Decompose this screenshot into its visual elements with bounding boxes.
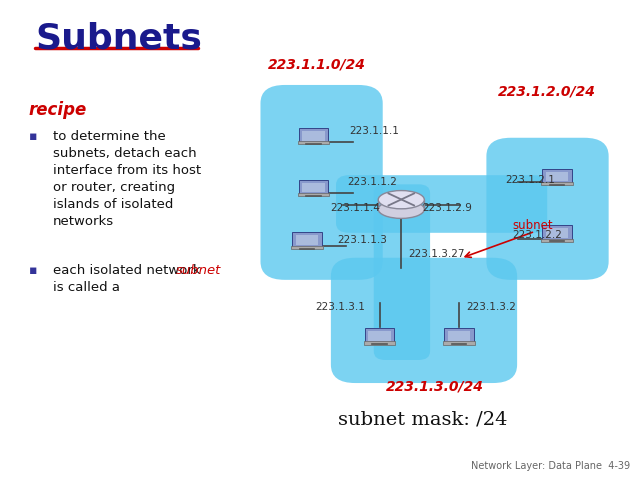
FancyBboxPatch shape bbox=[444, 328, 474, 343]
Text: to determine the
subnets, detach each
interface from its host
or router, creatin: to determine the subnets, detach each in… bbox=[53, 130, 201, 228]
Text: 223.1.2.0/24: 223.1.2.0/24 bbox=[499, 84, 596, 98]
FancyBboxPatch shape bbox=[542, 168, 572, 183]
Text: 223.1.1.4: 223.1.1.4 bbox=[330, 203, 380, 213]
FancyBboxPatch shape bbox=[541, 182, 573, 185]
Text: 223.1.3.0/24: 223.1.3.0/24 bbox=[387, 379, 484, 394]
FancyBboxPatch shape bbox=[336, 175, 547, 233]
Text: 223.1.1.2: 223.1.1.2 bbox=[348, 178, 397, 187]
Text: 223.1.2.9: 223.1.2.9 bbox=[422, 203, 472, 213]
Text: subnet mask: /24: subnet mask: /24 bbox=[338, 411, 507, 429]
FancyBboxPatch shape bbox=[260, 85, 383, 280]
Text: Subnets: Subnets bbox=[35, 22, 202, 56]
Text: Network Layer: Data Plane  4-39: Network Layer: Data Plane 4-39 bbox=[471, 461, 630, 471]
FancyBboxPatch shape bbox=[369, 331, 390, 341]
Text: 223.1.1.1: 223.1.1.1 bbox=[349, 126, 399, 135]
FancyBboxPatch shape bbox=[291, 246, 323, 249]
FancyBboxPatch shape bbox=[546, 228, 568, 238]
FancyBboxPatch shape bbox=[365, 328, 394, 343]
FancyBboxPatch shape bbox=[331, 258, 517, 383]
Ellipse shape bbox=[378, 200, 424, 218]
Text: 223.1.3.27: 223.1.3.27 bbox=[408, 250, 465, 259]
FancyBboxPatch shape bbox=[546, 172, 568, 181]
FancyBboxPatch shape bbox=[299, 128, 328, 143]
FancyBboxPatch shape bbox=[292, 232, 322, 247]
Text: ▪: ▪ bbox=[29, 130, 37, 143]
FancyBboxPatch shape bbox=[448, 331, 470, 341]
Text: 223.1.3.1: 223.1.3.1 bbox=[315, 302, 365, 312]
FancyBboxPatch shape bbox=[298, 193, 330, 196]
FancyBboxPatch shape bbox=[303, 131, 324, 141]
FancyBboxPatch shape bbox=[299, 180, 328, 194]
FancyBboxPatch shape bbox=[443, 341, 475, 345]
Text: each isolated network
is called a: each isolated network is called a bbox=[53, 264, 201, 294]
FancyBboxPatch shape bbox=[296, 236, 318, 245]
Text: recipe: recipe bbox=[29, 101, 87, 119]
FancyBboxPatch shape bbox=[541, 239, 573, 242]
Text: 223.1.2.1: 223.1.2.1 bbox=[506, 175, 556, 185]
Text: 223.1.1.3: 223.1.1.3 bbox=[337, 235, 387, 245]
FancyBboxPatch shape bbox=[303, 183, 324, 192]
FancyBboxPatch shape bbox=[374, 184, 430, 360]
Text: subnet: subnet bbox=[176, 264, 221, 277]
FancyBboxPatch shape bbox=[542, 225, 572, 240]
FancyBboxPatch shape bbox=[486, 138, 609, 280]
FancyBboxPatch shape bbox=[364, 341, 396, 345]
Text: 223.1.2.2: 223.1.2.2 bbox=[512, 230, 562, 240]
Text: 223.1.3.2: 223.1.3.2 bbox=[466, 302, 516, 312]
FancyBboxPatch shape bbox=[298, 141, 330, 144]
Text: subnet: subnet bbox=[512, 219, 553, 232]
Text: 223.1.1.0/24: 223.1.1.0/24 bbox=[268, 58, 365, 72]
Ellipse shape bbox=[378, 191, 424, 209]
Text: ▪: ▪ bbox=[29, 264, 37, 277]
